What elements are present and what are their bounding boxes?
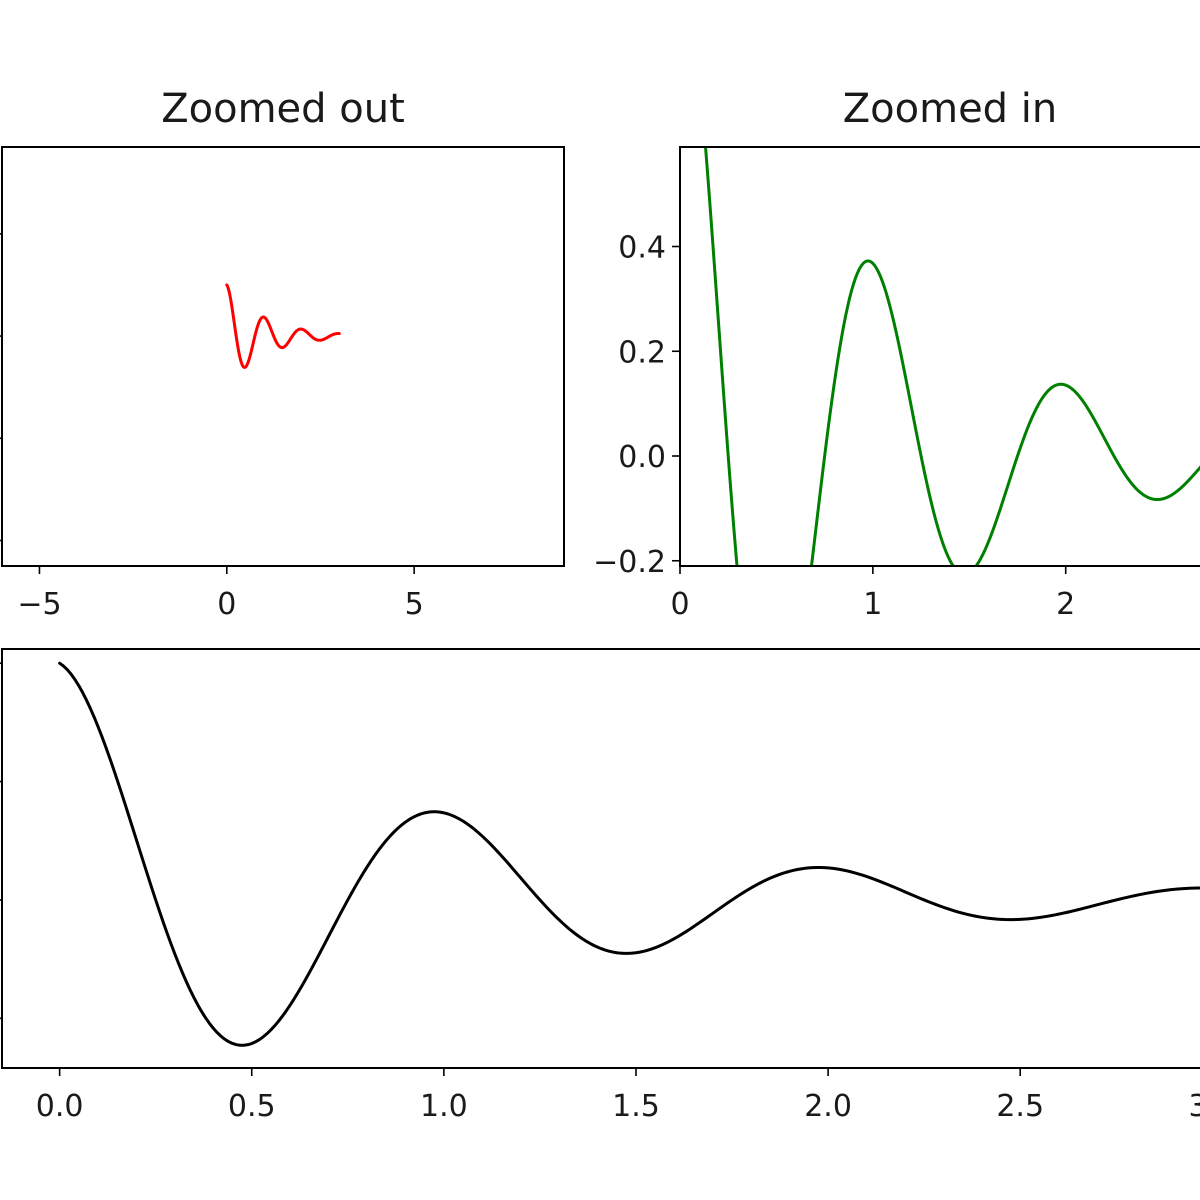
zoomed-in-axes: 0 1 2 0.4 0.2 0.0 −0.2 Zoomed in — [593, 86, 1200, 622]
zoomed-in-series-line-0 — [704, 147, 1200, 566]
zoomed-in-y-tick-label: 0.2 — [618, 335, 666, 370]
zoomed-in-x-tick-label: 0 — [670, 587, 689, 622]
full-view-x-tick-label: 1.0 — [420, 1089, 468, 1124]
zoomed-in-y-tick-label: −0.2 — [593, 545, 666, 580]
full-view-axes-frame — [1, 648, 1200, 1069]
zoomed-in-x-tick-label: 1 — [863, 587, 882, 622]
full-view-x-tick-label: 0.5 — [228, 1089, 276, 1124]
zoomed-out-axes-frame — [1, 146, 565, 567]
zoomed-out-x-tick-label: 0 — [217, 587, 236, 622]
full-view-x-tick-label: 0.0 — [36, 1089, 84, 1124]
full-view-x-tick-label: 2.5 — [996, 1089, 1044, 1124]
zoomed-in-title: Zoomed in — [843, 86, 1058, 132]
zoomed-out-title: Zoomed out — [161, 86, 405, 132]
full-view-x-tick-label: 1.5 — [612, 1089, 660, 1124]
zoomed-in-y-tick-label: 0.0 — [618, 440, 666, 475]
full-view-x-tick-label: 3.0 — [1188, 1089, 1200, 1124]
zoomed-in-axes-frame — [679, 146, 1200, 567]
zoomed-out-x-tick-label: −5 — [17, 587, 61, 622]
full-view-series-line-0 — [58, 661, 1200, 1047]
zoomed-out-series-line-0 — [225, 283, 341, 369]
full-view-axes: 0.0 0.5 1.0 1.5 2.0 2.5 3.0 — [0, 648, 1200, 1124]
zoomed-in-x-tick-label: 2 — [1056, 587, 1075, 622]
zoomed-out-x-tick-label: 5 — [405, 587, 424, 622]
full-view-x-tick-label: 2.0 — [804, 1089, 852, 1124]
zoomed-out-axes: −5 0 5 Zoomed out — [0, 86, 565, 622]
zoomed-in-y-tick-label: 0.4 — [618, 231, 666, 266]
